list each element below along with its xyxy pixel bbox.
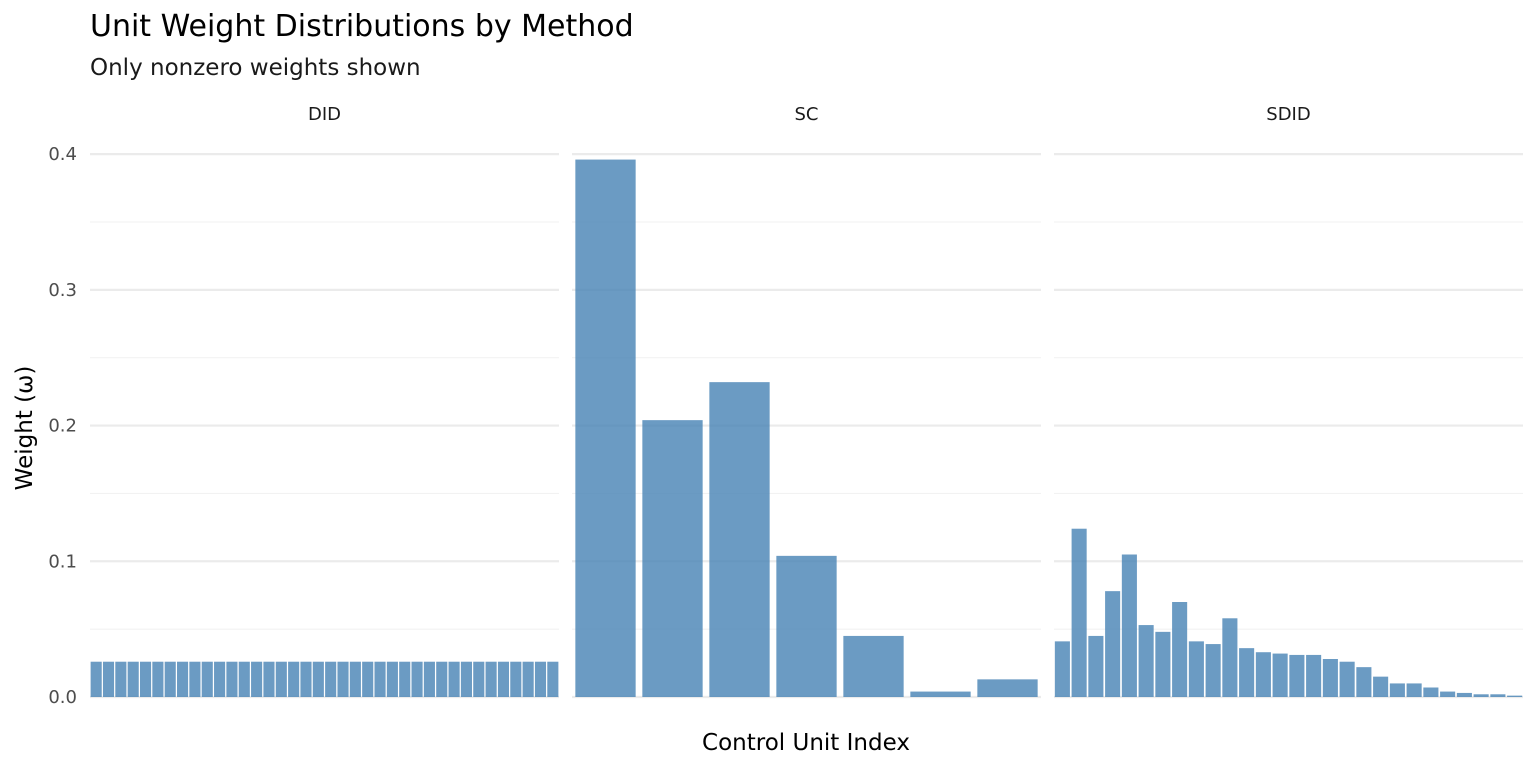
bar-did-31 <box>460 661 472 697</box>
facet-label: DID <box>308 104 341 125</box>
bar-sdid-21 <box>1389 683 1405 697</box>
y-tick-label: 0.2 <box>48 416 77 437</box>
bar-sc-5 <box>843 635 904 697</box>
bar-did-3 <box>115 661 127 697</box>
bar-did-6 <box>152 661 164 697</box>
bar-sdid-28 <box>1507 695 1523 697</box>
bar-did-27 <box>411 661 423 697</box>
bar-sdid-15 <box>1289 654 1305 697</box>
facet-label: SDID <box>1266 104 1310 125</box>
bar-did-24 <box>374 661 386 697</box>
bar-sdid-13 <box>1255 652 1271 697</box>
bar-sdid-6 <box>1138 625 1154 697</box>
bar-sdid-5 <box>1121 554 1137 697</box>
x-axis-title: Control Unit Index <box>702 730 910 756</box>
bar-sc-7 <box>977 679 1038 697</box>
bar-did-36 <box>522 661 534 697</box>
bar-did-9 <box>189 661 201 697</box>
bar-sdid-12 <box>1239 648 1255 697</box>
bar-did-20 <box>325 661 337 697</box>
y-tick-label: 0.1 <box>48 551 77 572</box>
bar-sdid-11 <box>1222 618 1238 697</box>
bar-did-33 <box>485 661 497 697</box>
bar-sdid-17 <box>1322 659 1338 697</box>
bar-sc-4 <box>776 555 837 697</box>
bar-sdid-14 <box>1272 653 1288 697</box>
bar-sdid-27 <box>1490 694 1506 697</box>
bar-did-38 <box>547 661 559 697</box>
y-axis: 0.0 0.1 0.2 0.3 0.4 <box>48 144 77 708</box>
y-axis-title: Weight (ω) <box>12 366 38 491</box>
facet-panel-did: DID <box>90 104 559 699</box>
bar-did-15 <box>263 661 275 697</box>
bar-sc-1 <box>575 159 636 697</box>
bar-sdid-2 <box>1071 528 1087 697</box>
bar-did-25 <box>386 661 398 697</box>
bar-sdid-25 <box>1456 692 1472 697</box>
bar-did-12 <box>226 661 238 697</box>
bar-did-2 <box>102 661 115 697</box>
bar-did-34 <box>497 661 510 697</box>
facet-panels: DID SC SDID <box>90 104 1523 699</box>
bar-did-17 <box>288 661 300 697</box>
y-tick-label: 0.4 <box>48 144 77 165</box>
bar-sdid-26 <box>1473 694 1489 697</box>
bar-did-14 <box>251 661 263 697</box>
bar-sdid-24 <box>1440 691 1456 697</box>
bar-sc-3 <box>709 382 770 697</box>
bar-did-13 <box>238 661 250 697</box>
bar-did-32 <box>473 661 485 697</box>
bar-did-37 <box>534 661 547 697</box>
y-tick-label: 0.3 <box>48 280 77 301</box>
bar-did-8 <box>177 661 189 697</box>
bar-did-19 <box>312 661 324 697</box>
bar-did-10 <box>201 661 213 697</box>
bar-did-7 <box>164 661 176 697</box>
bar-sdid-8 <box>1172 602 1188 697</box>
bar-sdid-3 <box>1088 635 1104 697</box>
y-tick-label: 0.0 <box>48 687 77 708</box>
bar-did-26 <box>399 661 411 697</box>
bar-sdid-18 <box>1339 661 1355 697</box>
bar-sdid-10 <box>1205 644 1221 697</box>
bar-did-30 <box>448 661 460 697</box>
bar-sdid-19 <box>1356 667 1372 697</box>
bar-did-35 <box>510 661 522 697</box>
bar-did-22 <box>349 661 361 697</box>
bar-did-11 <box>214 661 226 697</box>
bar-did-29 <box>436 661 448 697</box>
facet-panel-sdid: SDID <box>1054 104 1523 699</box>
bar-sdid-22 <box>1406 683 1422 697</box>
bar-did-4 <box>127 661 139 697</box>
facet-panel-sc: SC <box>572 104 1041 699</box>
bar-sdid-20 <box>1373 676 1389 697</box>
chart-subtitle: Only nonzero weights shown <box>90 55 421 81</box>
bar-sdid-9 <box>1188 641 1204 697</box>
bar-sdid-1 <box>1054 641 1070 697</box>
bar-did-23 <box>362 661 374 697</box>
bar-did-5 <box>139 661 152 697</box>
bar-did-21 <box>337 661 349 697</box>
bar-did-16 <box>275 661 287 697</box>
bar-sdid-23 <box>1423 687 1439 697</box>
bar-sdid-16 <box>1306 654 1322 697</box>
bar-sc-6 <box>910 691 971 697</box>
facet-label: SC <box>795 104 819 125</box>
bar-did-28 <box>423 661 435 697</box>
bar-sc-2 <box>642 420 703 697</box>
chart-title: Unit Weight Distributions by Method <box>90 9 634 44</box>
bar-did-18 <box>300 661 312 697</box>
bar-sdid-7 <box>1155 631 1171 697</box>
bar-did-1 <box>90 661 102 697</box>
bar-sdid-4 <box>1105 591 1121 697</box>
